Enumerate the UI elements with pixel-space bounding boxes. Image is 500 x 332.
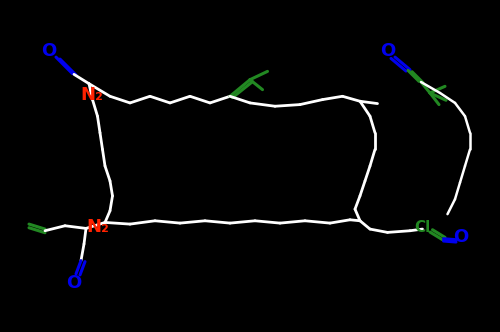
Text: Cl: Cl [414,220,430,235]
Text: O: O [42,42,56,60]
Text: O: O [454,228,468,246]
Text: O: O [66,274,82,292]
Text: N₂: N₂ [86,218,109,236]
Text: N₂: N₂ [80,86,103,104]
Text: O: O [380,42,395,60]
